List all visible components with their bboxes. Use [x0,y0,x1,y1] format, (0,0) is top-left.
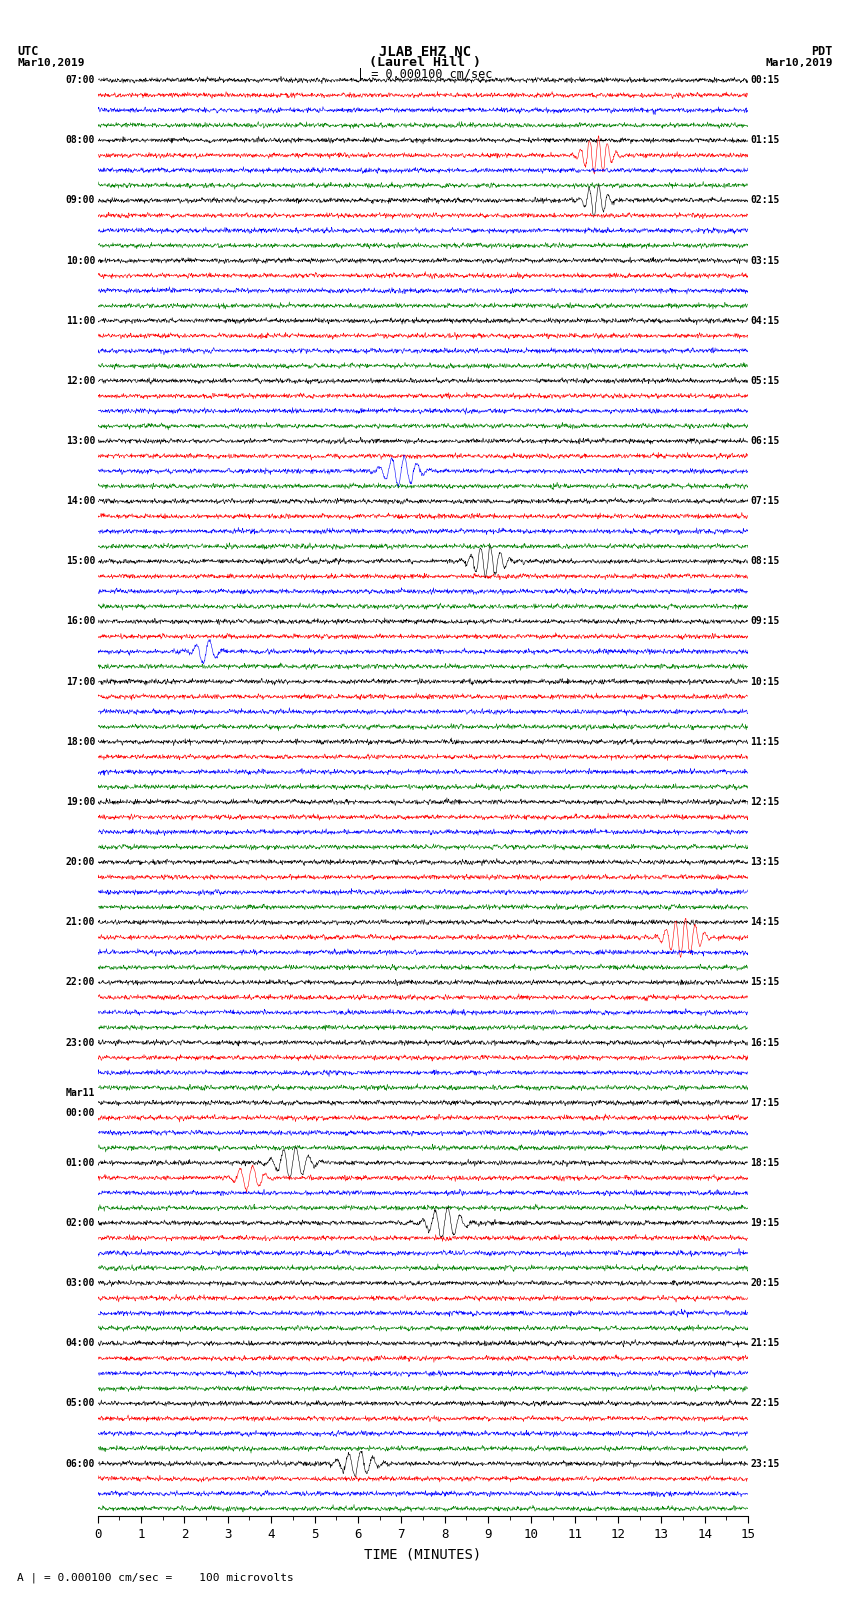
Text: 10:00: 10:00 [65,255,95,266]
Text: 11:00: 11:00 [65,316,95,326]
Text: 11:15: 11:15 [751,737,780,747]
Text: 02:15: 02:15 [751,195,780,205]
Text: 14:15: 14:15 [751,918,780,927]
Text: 17:00: 17:00 [65,676,95,687]
Text: Mar11: Mar11 [65,1087,95,1098]
Text: 00:00: 00:00 [65,1108,95,1118]
Text: 13:15: 13:15 [751,857,780,868]
Text: | = 0.000100 cm/sec: | = 0.000100 cm/sec [357,68,493,81]
Text: 16:15: 16:15 [751,1037,780,1047]
Text: 09:15: 09:15 [751,616,780,626]
Text: 02:00: 02:00 [65,1218,95,1227]
Text: 23:15: 23:15 [751,1458,780,1468]
Text: 07:15: 07:15 [751,497,780,506]
Text: 04:00: 04:00 [65,1339,95,1348]
Text: 00:15: 00:15 [751,76,780,85]
Text: 19:00: 19:00 [65,797,95,806]
Text: 08:00: 08:00 [65,135,95,145]
Text: 16:00: 16:00 [65,616,95,626]
Text: 03:00: 03:00 [65,1277,95,1289]
Text: 04:15: 04:15 [751,316,780,326]
Text: 06:00: 06:00 [65,1458,95,1468]
Text: 13:00: 13:00 [65,436,95,447]
Text: 15:00: 15:00 [65,556,95,566]
Text: 07:00: 07:00 [65,76,95,85]
Text: 05:15: 05:15 [751,376,780,386]
Text: 12:00: 12:00 [65,376,95,386]
Text: Mar10,2019: Mar10,2019 [766,58,833,68]
Text: 22:15: 22:15 [751,1398,780,1408]
Text: 03:15: 03:15 [751,255,780,266]
Text: Mar10,2019: Mar10,2019 [17,58,84,68]
Text: 21:15: 21:15 [751,1339,780,1348]
Text: 09:00: 09:00 [65,195,95,205]
Text: 01:00: 01:00 [65,1158,95,1168]
Text: JLAB EHZ NC: JLAB EHZ NC [379,45,471,58]
Text: 15:15: 15:15 [751,977,780,987]
Text: 23:00: 23:00 [65,1037,95,1047]
Text: 19:15: 19:15 [751,1218,780,1227]
Text: 12:15: 12:15 [751,797,780,806]
Text: 20:15: 20:15 [751,1277,780,1289]
X-axis label: TIME (MINUTES): TIME (MINUTES) [365,1548,481,1561]
Text: 01:15: 01:15 [751,135,780,145]
Text: PDT: PDT [812,45,833,58]
Text: 08:15: 08:15 [751,556,780,566]
Text: 05:00: 05:00 [65,1398,95,1408]
Text: 18:00: 18:00 [65,737,95,747]
Text: 10:15: 10:15 [751,676,780,687]
Text: A | = 0.000100 cm/sec =    100 microvolts: A | = 0.000100 cm/sec = 100 microvolts [17,1573,294,1582]
Text: 20:00: 20:00 [65,857,95,868]
Text: 18:15: 18:15 [751,1158,780,1168]
Text: 14:00: 14:00 [65,497,95,506]
Text: 17:15: 17:15 [751,1098,780,1108]
Text: 22:00: 22:00 [65,977,95,987]
Text: (Laurel Hill ): (Laurel Hill ) [369,56,481,69]
Text: 06:15: 06:15 [751,436,780,447]
Text: 21:00: 21:00 [65,918,95,927]
Text: UTC: UTC [17,45,38,58]
